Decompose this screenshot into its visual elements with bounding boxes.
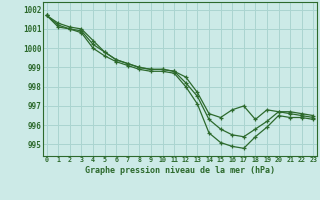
X-axis label: Graphe pression niveau de la mer (hPa): Graphe pression niveau de la mer (hPa): [85, 166, 275, 175]
